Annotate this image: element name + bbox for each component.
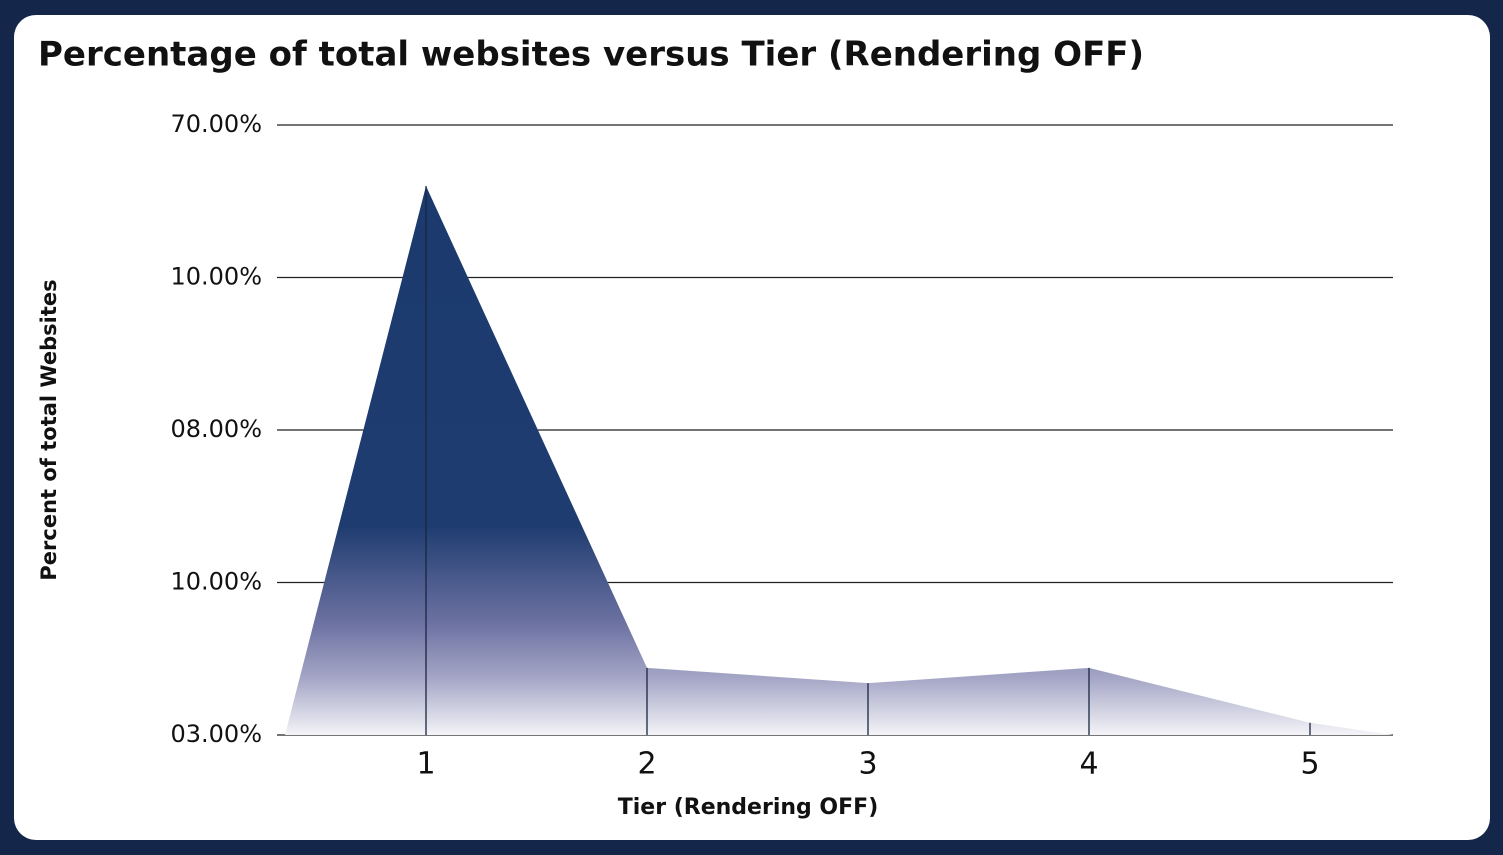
y-tick-label: 08.00% (170, 415, 262, 443)
x-tick-label: 3 (858, 747, 877, 782)
y-axis-title: Percent of total Websites (37, 279, 61, 580)
x-tick-label: 2 (637, 747, 656, 782)
x-tick-label: 1 (416, 747, 435, 782)
x-tick-label: 4 (1079, 747, 1098, 782)
y-tick-label: 70.00% (170, 110, 262, 138)
y-tick-label: 03.00% (170, 720, 262, 748)
x-axis-title: Tier (Rendering OFF) (618, 795, 879, 820)
x-tick-label: 5 (1300, 747, 1319, 782)
area (285, 186, 1393, 735)
y-tick-label: 10.00% (170, 568, 262, 596)
y-tick-label: 10.00% (170, 263, 262, 291)
chart-title: Percentage of total websites versus Tier… (38, 35, 1144, 75)
